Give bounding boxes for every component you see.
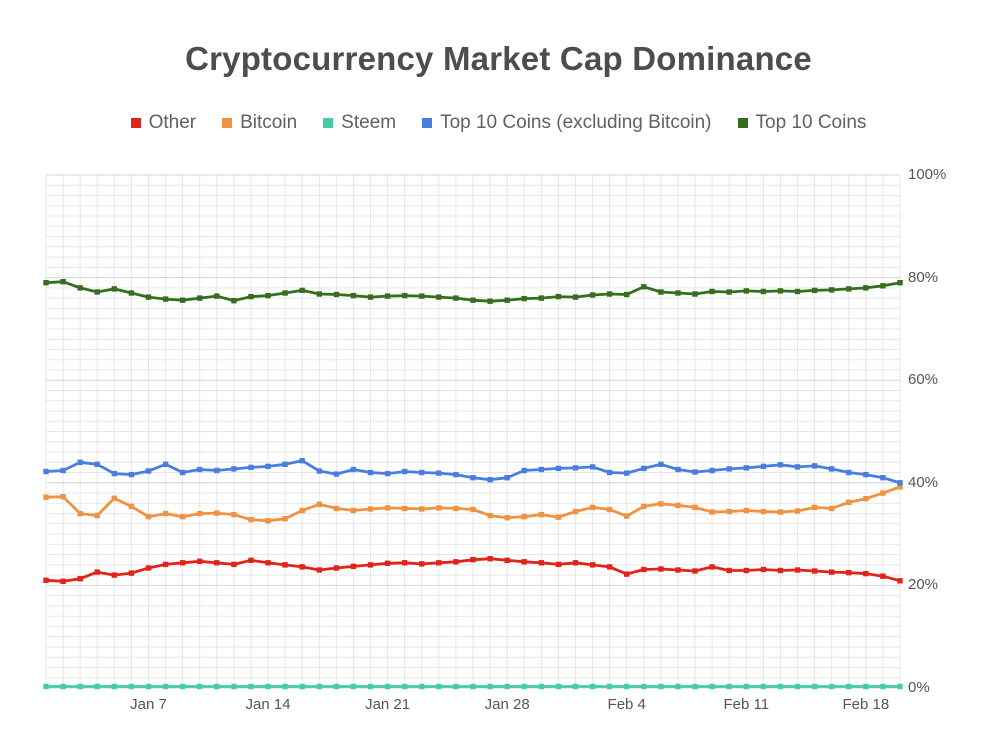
- legend-swatch-steem: [323, 118, 334, 128]
- legend-item-other: Other: [130, 112, 197, 134]
- legend-label-top10: Top 10 Coins: [755, 112, 867, 133]
- legend-item-bitcoin: Bitcoin: [222, 112, 297, 134]
- legend-label-other: Other: [148, 112, 197, 133]
- legend-item-top10-excl-bitcoin: Top 10 Coins (excluding Bitcoin): [422, 112, 712, 134]
- legend-swatch-other: [130, 118, 141, 128]
- legend-label-bitcoin: Bitcoin: [240, 112, 298, 133]
- legend-label-steem: Steem: [341, 112, 397, 133]
- legend-swatch-top10: [737, 118, 748, 128]
- legend-swatch-top10-excl-bitcoin: [422, 118, 433, 128]
- chart-legend: Other Bitcoin Steem Top 10 Coins (exclud…: [0, 112, 997, 134]
- legend-item-steem: Steem: [323, 112, 396, 134]
- legend-item-top10: Top 10 Coins: [737, 112, 867, 134]
- chart-title: Cryptocurrency Market Cap Dominance: [185, 40, 812, 77]
- legend-swatch-bitcoin: [222, 118, 233, 128]
- legend-label-top10-excl-bitcoin: Top 10 Coins (excluding Bitcoin): [440, 112, 712, 133]
